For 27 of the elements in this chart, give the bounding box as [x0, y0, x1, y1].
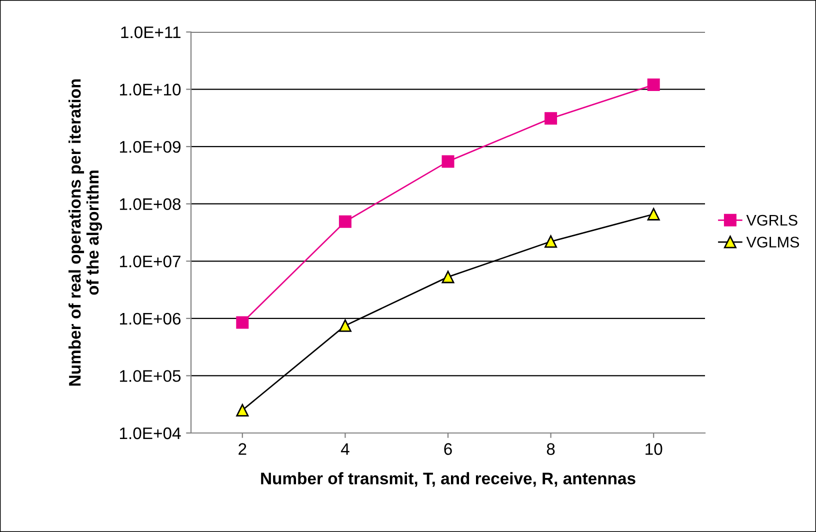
y-tick-label: 1.0E+05 — [120, 370, 181, 382]
point — [338, 319, 352, 332]
y-axis-title: Number of real operations per iteration of the algorithm — [68, 79, 102, 386]
point — [236, 316, 249, 329]
y-tick-label: 1.0E+08 — [120, 198, 181, 210]
y-tick-label: 1.0E+06 — [120, 312, 181, 325]
x-tick-label: 10 — [646, 443, 662, 455]
x-tick-label: 4 — [340, 443, 350, 455]
legend-label: VGLMS — [746, 236, 800, 248]
x-axis-title: Number of transmit, T, and receive, R, antennas — [261, 472, 636, 487]
y-tick-label: 1.0E+04 — [120, 427, 181, 440]
y-tick-label: 1.0E+09 — [120, 140, 180, 153]
y-tick-label: 1.0E+07 — [120, 256, 180, 268]
point — [442, 155, 454, 168]
x-tick-label: 8 — [546, 443, 555, 455]
point — [647, 78, 660, 91]
y-tick-label: 1.0E+11 — [121, 26, 180, 38]
point — [544, 235, 558, 248]
point — [647, 208, 660, 220]
x-tick-label: 6 — [444, 443, 452, 455]
point — [338, 215, 352, 228]
x-tick-label: 2 — [238, 443, 246, 455]
point — [236, 404, 249, 416]
y-tick-label: 1.0E+10 — [120, 84, 181, 96]
point — [544, 112, 558, 125]
point — [442, 270, 454, 284]
legend-label: VGRLS — [746, 214, 798, 226]
